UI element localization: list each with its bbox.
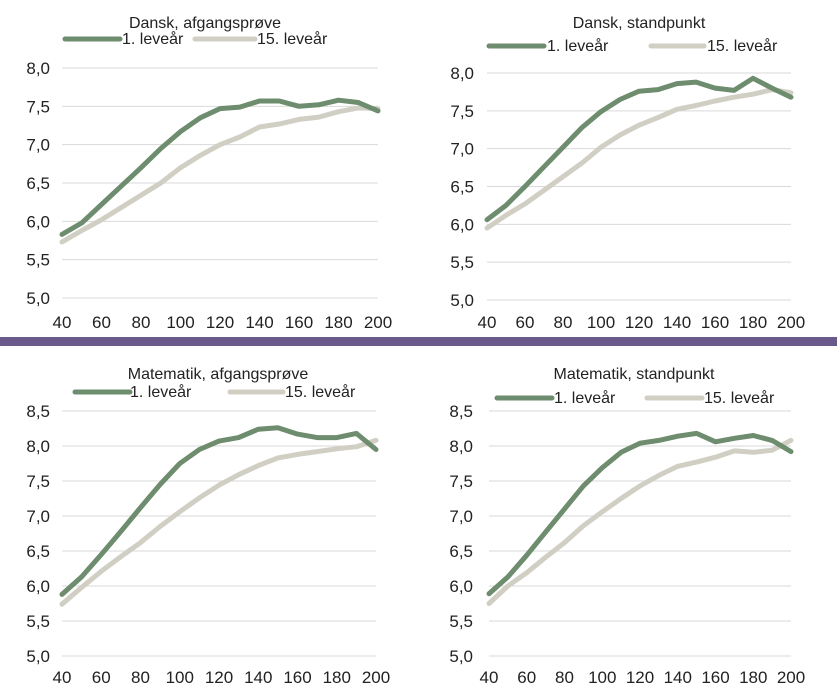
x-tick-label: 120	[206, 313, 234, 332]
y-tick-label: 8,0	[450, 64, 474, 83]
x-tick-label: 160	[283, 668, 311, 686]
y-tick-label: 6,5	[450, 178, 474, 197]
x-tick-label: 180	[739, 313, 767, 332]
y-tick-label: 5,5	[26, 612, 50, 631]
series-line	[484, 75, 794, 223]
legend-label: 15. leveår	[257, 30, 328, 48]
x-tick-label: 40	[53, 668, 72, 686]
chart-title: Matematik, standpunkt	[554, 366, 716, 383]
y-tick-label: 8,5	[26, 402, 50, 421]
y-tick-label: 5,5	[449, 612, 473, 631]
x-tick-label: 80	[554, 313, 573, 332]
y-tick-label: 5,5	[450, 253, 474, 272]
x-tick-label: 80	[555, 668, 574, 686]
x-tick-label: 60	[92, 668, 111, 686]
series-line	[59, 437, 379, 607]
x-tick-label: 120	[205, 668, 233, 686]
x-tick-label: 100	[588, 668, 616, 686]
chart-title: Dansk, afgangsprøve	[129, 15, 281, 32]
y-tick-label: 7,5	[26, 97, 50, 116]
legend-label: 15. leveår	[707, 37, 778, 55]
x-tick-label: 180	[739, 668, 767, 686]
x-tick-label: 160	[701, 313, 729, 332]
x-tick-label: 80	[132, 313, 151, 332]
y-tick-label: 6,0	[26, 212, 50, 231]
x-tick-label: 40	[480, 668, 499, 686]
y-tick-label: 7,0	[26, 136, 50, 155]
x-tick-label: 180	[324, 313, 352, 332]
y-tick-label: 6,5	[26, 542, 50, 561]
y-tick-label: 5,0	[449, 647, 473, 666]
x-tick-label: 120	[626, 668, 654, 686]
chart-svg: Matematik, standpunkt 1. leveår 15. leveår…	[449, 366, 805, 686]
y-tick-label: 7,0	[449, 507, 473, 526]
y-tick-label: 8,0	[26, 437, 50, 456]
x-tick-label: 200	[777, 313, 805, 332]
x-tick-label: 80	[131, 668, 150, 686]
y-tick-label: 8,0	[449, 437, 473, 456]
y-tick-label: 8,0	[26, 59, 50, 78]
series-line	[59, 97, 381, 237]
y-tick-label: 5,0	[26, 647, 50, 666]
x-tick-label: 100	[166, 668, 194, 686]
chart-panel-matematik-standpunkt: Matematik, standpunkt 1. leveår 15. leveår…	[419, 350, 837, 686]
series-line	[484, 87, 794, 231]
x-tick-label: 60	[517, 668, 536, 686]
chart-title: Dansk, standpunkt	[573, 15, 706, 32]
chart-svg: Dansk, standpunkt 1. leveår 15. leveår 5,0 5…	[450, 15, 805, 332]
legend-label: 15. leveår	[704, 389, 775, 407]
chart-title: Matematik, afgangsprøve	[128, 366, 309, 383]
y-tick-label: 6,5	[26, 174, 50, 193]
series-line	[486, 430, 794, 597]
x-tick-label: 120	[625, 313, 653, 332]
y-tick-label: 8,5	[449, 402, 473, 421]
legend-label: 1. leveår	[547, 37, 609, 55]
y-tick-label: 6,0	[449, 577, 473, 596]
x-tick-label: 100	[587, 313, 615, 332]
x-tick-label: 40	[478, 313, 497, 332]
x-tick-label: 200	[777, 668, 805, 686]
y-tick-label: 7,5	[450, 102, 474, 121]
y-tick-label: 7,5	[26, 472, 50, 491]
chart-panel-dansk-standpunkt: Dansk, standpunkt 1. leveår 15. leveår 5,0 5…	[419, 0, 837, 333]
x-tick-label: 60	[516, 313, 535, 332]
x-tick-label: 140	[663, 313, 691, 332]
x-tick-label: 160	[285, 313, 313, 332]
y-tick-label: 5,5	[26, 251, 50, 270]
legend-label: 15. leveår	[285, 383, 356, 401]
x-tick-label: 200	[362, 668, 390, 686]
x-tick-label: 60	[92, 313, 111, 332]
legend-label: 1. leveår	[122, 30, 184, 48]
y-tick-label: 7,0	[450, 140, 474, 159]
x-tick-label: 40	[53, 313, 72, 332]
y-tick-label: 6,5	[449, 542, 473, 561]
y-tick-label: 5,0	[26, 289, 50, 308]
x-tick-label: 140	[664, 668, 692, 686]
y-tick-label: 6,0	[26, 577, 50, 596]
x-tick-label: 180	[323, 668, 351, 686]
y-tick-label: 5,0	[450, 291, 474, 310]
series-line	[59, 105, 381, 245]
chart-panel-matematik-afgangsproeve: Matematik, afgangsprøve 1. leveår 15. leve…	[0, 350, 418, 686]
y-tick-label: 6,0	[450, 215, 474, 234]
series-line	[486, 437, 794, 606]
legend-label: 1. leveår	[554, 389, 616, 407]
section-divider	[0, 337, 837, 346]
series-line	[59, 425, 379, 597]
x-tick-label: 100	[166, 313, 194, 332]
legend-label: 1. leveår	[130, 383, 192, 401]
x-tick-label: 160	[701, 668, 729, 686]
x-tick-label: 140	[245, 313, 273, 332]
chart-panel-dansk-afgangsproeve: Dansk, afgangsprøve 1. leveår 15. leveår 5,…	[0, 0, 418, 333]
y-tick-label: 7,0	[26, 507, 50, 526]
y-tick-label: 7,5	[449, 472, 473, 491]
x-tick-label: 200	[364, 313, 392, 332]
x-tick-label: 140	[244, 668, 272, 686]
